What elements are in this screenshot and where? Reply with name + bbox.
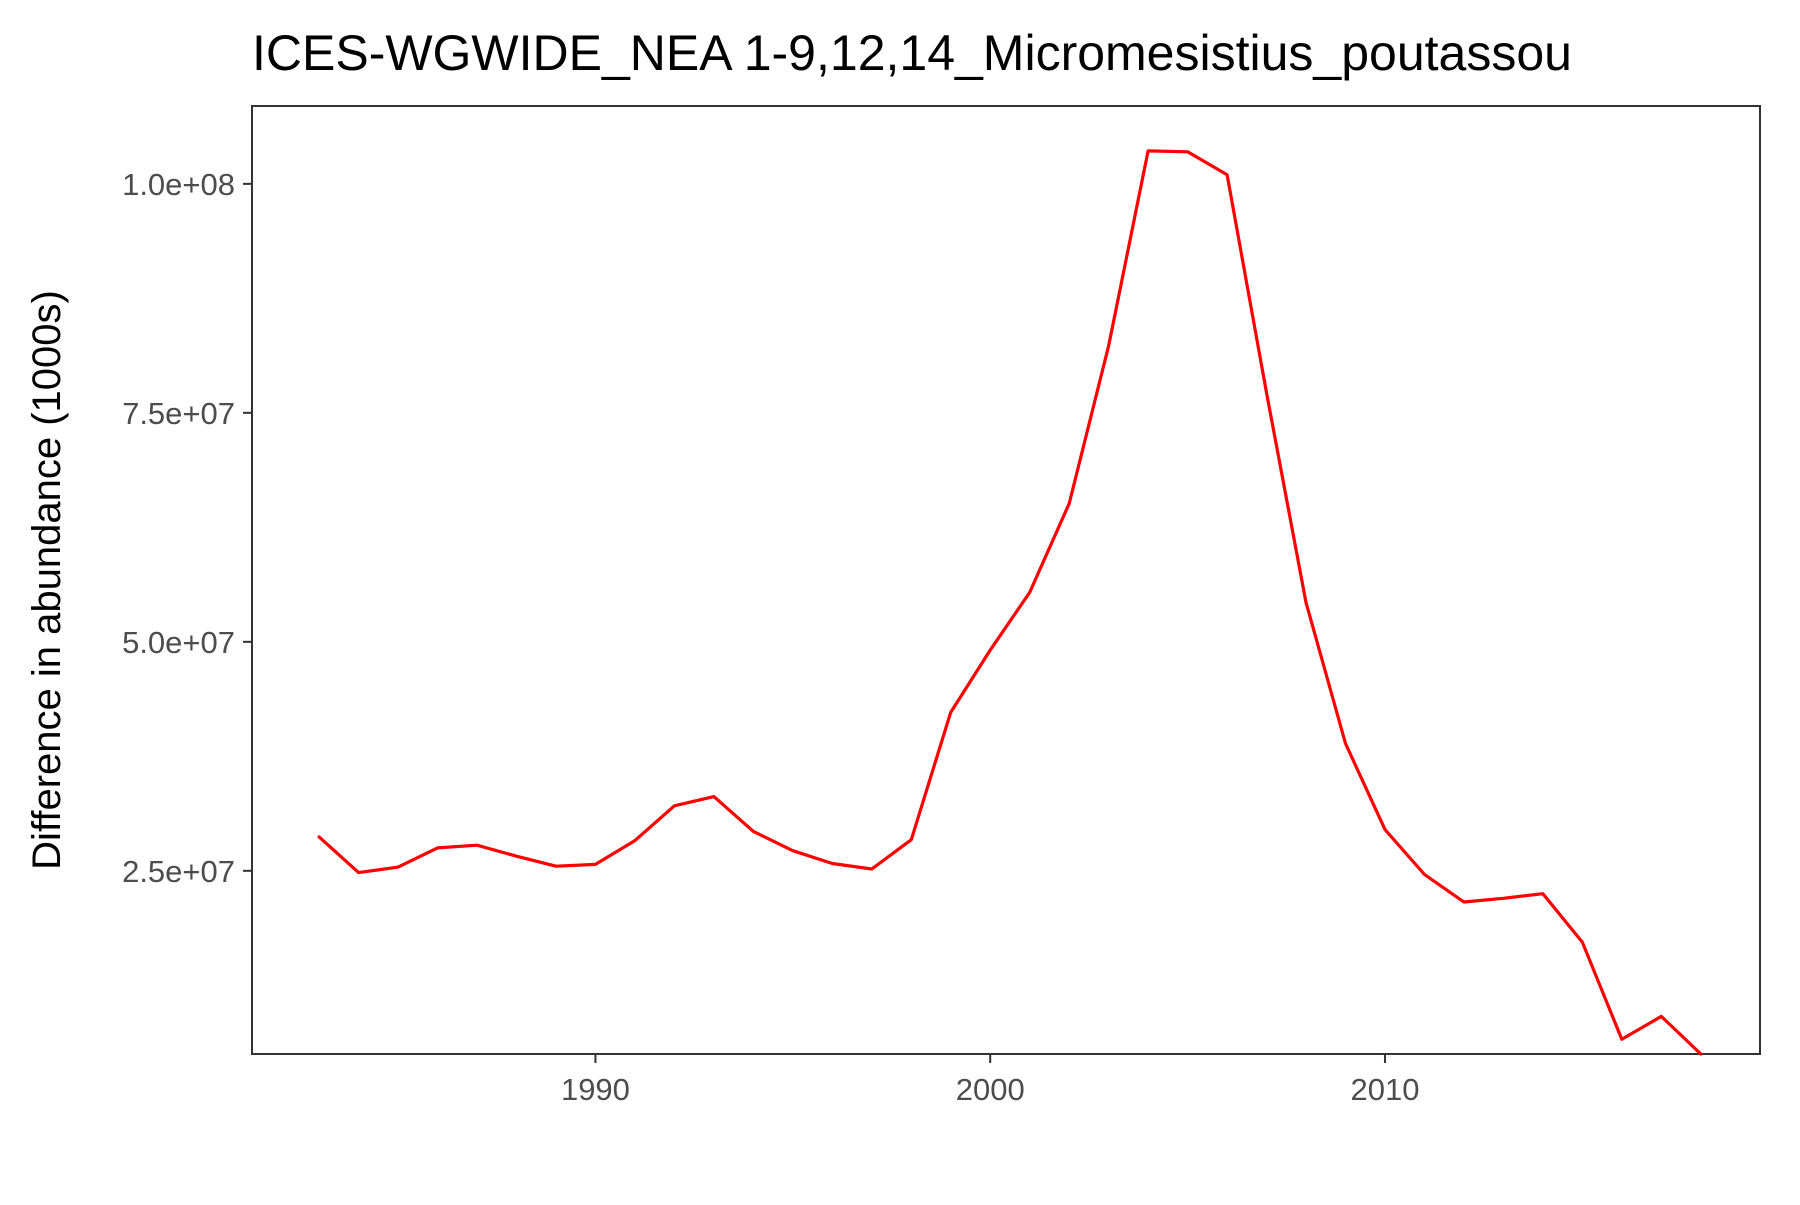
y-tick-label: 5.0e+07 xyxy=(122,625,235,660)
plot-panel-border xyxy=(251,105,1761,1055)
series-line xyxy=(317,149,1703,1056)
x-tick-label: 2010 xyxy=(1350,1072,1419,1107)
y-axis-title: Difference in abundance (1000s) xyxy=(25,290,69,870)
chart-title: ICES-WGWIDE_NEA 1-9,12,14_Micromesistius… xyxy=(252,25,1572,81)
y-tick-label: 1.0e+08 xyxy=(122,167,235,202)
y-tick-label: 7.5e+07 xyxy=(122,396,235,431)
y-tick-label: 2.5e+07 xyxy=(122,854,235,889)
y-axis: 2.5e+07 5.0e+07 7.5e+07 1.0e+08 xyxy=(122,167,252,889)
x-tick-label: 2000 xyxy=(956,1072,1025,1107)
series-layer xyxy=(317,149,1703,1056)
x-tick-label: 1990 xyxy=(561,1072,630,1107)
x-axis: 1990 2000 2010 xyxy=(561,1054,1419,1107)
